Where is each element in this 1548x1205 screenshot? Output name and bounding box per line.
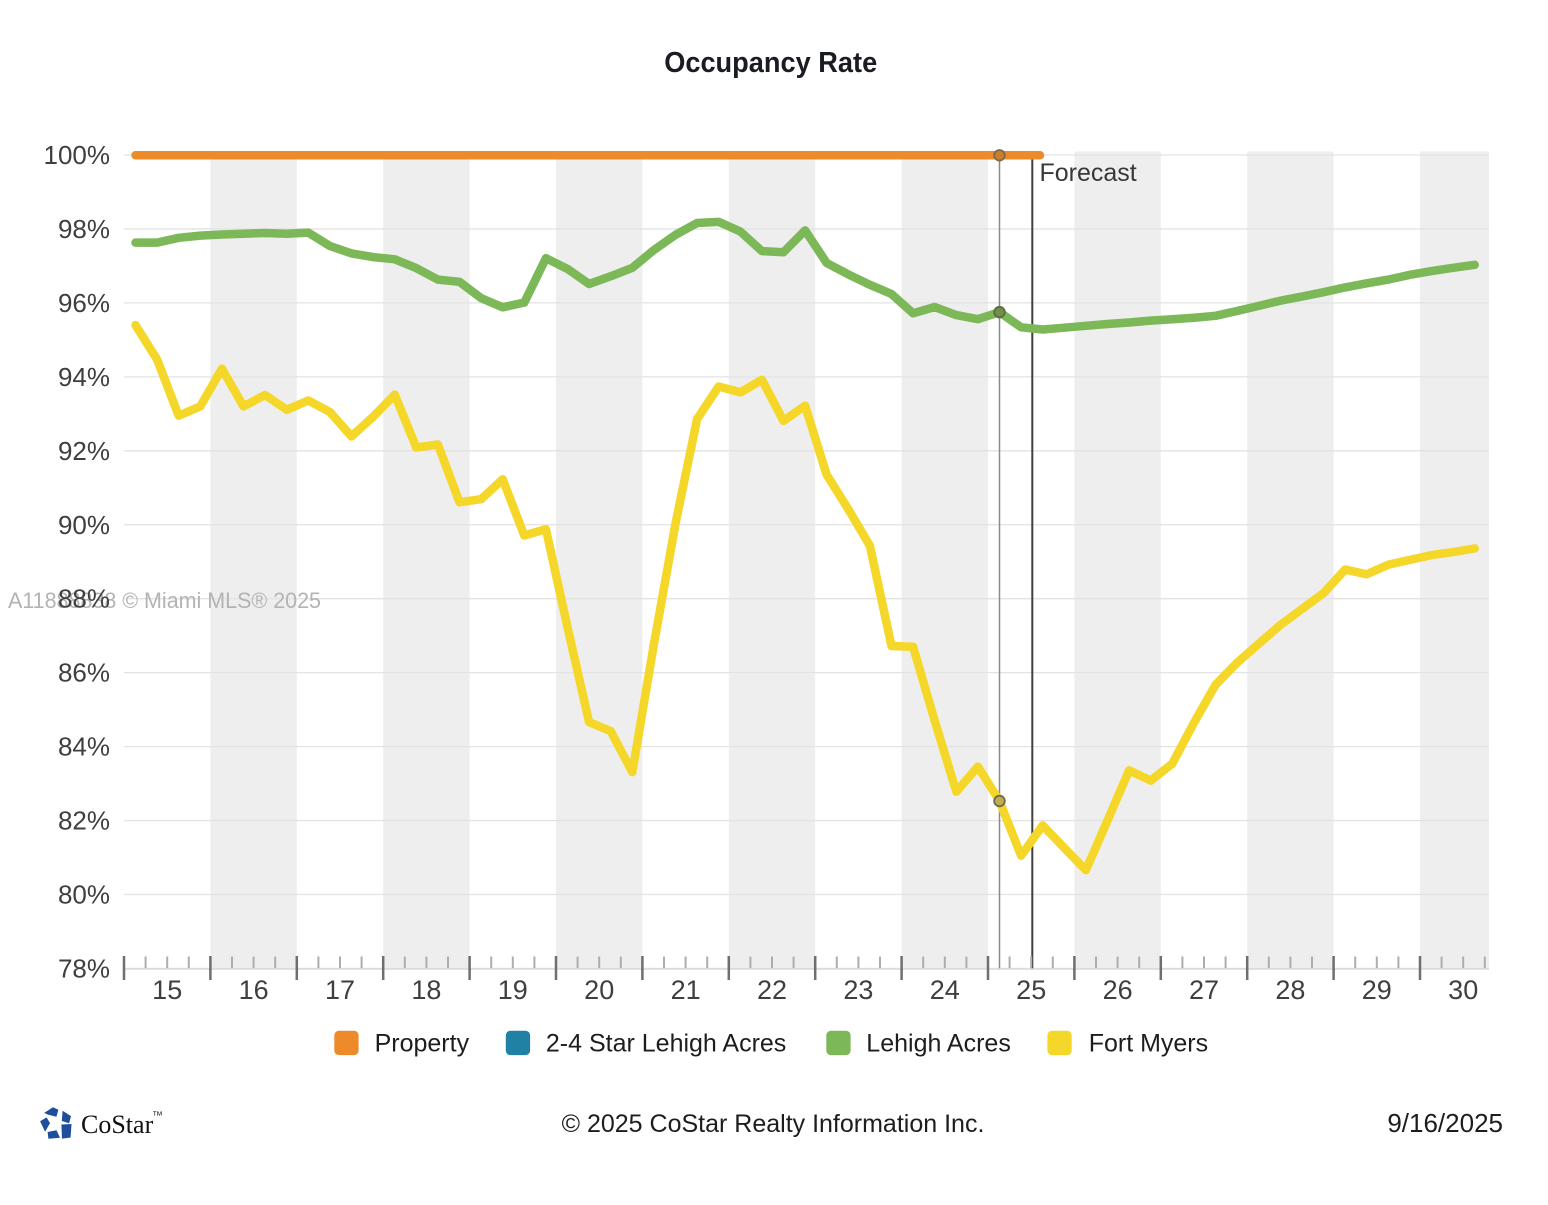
svg-text:16: 16 xyxy=(239,975,269,1005)
svg-text:25: 25 xyxy=(1016,975,1046,1005)
svg-text:28: 28 xyxy=(1275,975,1305,1005)
svg-text:Lehigh Acres: Lehigh Acres xyxy=(866,1030,1011,1058)
svg-text:90%: 90% xyxy=(58,510,110,540)
svg-text:84%: 84% xyxy=(58,732,110,762)
svg-text:18: 18 xyxy=(411,975,441,1005)
svg-text:78%: 78% xyxy=(58,954,110,984)
svg-text:29: 29 xyxy=(1362,975,1392,1005)
svg-text:23: 23 xyxy=(843,975,873,1005)
svg-text:80%: 80% xyxy=(58,880,110,910)
svg-text:100%: 100% xyxy=(44,140,111,170)
svg-text:21: 21 xyxy=(671,975,701,1005)
svg-text:88%: 88% xyxy=(58,584,110,614)
svg-text:2-4 Star Lehigh Acres: 2-4 Star Lehigh Acres xyxy=(546,1030,786,1058)
svg-text:Forecast: Forecast xyxy=(1040,159,1137,187)
svg-text:15: 15 xyxy=(152,975,182,1005)
svg-text:98%: 98% xyxy=(58,214,110,244)
svg-text:9/16/2025: 9/16/2025 xyxy=(1387,1108,1503,1138)
svg-text:Property: Property xyxy=(375,1030,470,1058)
svg-text:™: ™ xyxy=(152,1110,163,1122)
svg-text:82%: 82% xyxy=(58,806,110,836)
svg-text:94%: 94% xyxy=(58,362,110,392)
svg-text:96%: 96% xyxy=(58,288,110,318)
svg-text:Fort Myers: Fort Myers xyxy=(1089,1030,1208,1058)
svg-text:20: 20 xyxy=(584,975,614,1005)
svg-text:CoStar: CoStar xyxy=(81,1110,154,1139)
svg-text:19: 19 xyxy=(498,975,528,1005)
svg-text:86%: 86% xyxy=(58,658,110,688)
svg-text:A11888838 © Miami MLS® 2025: A11888838 © Miami MLS® 2025 xyxy=(8,588,321,613)
svg-text:27: 27 xyxy=(1189,975,1219,1005)
svg-text:Occupancy Rate: Occupancy Rate xyxy=(664,47,877,79)
svg-text:30: 30 xyxy=(1448,975,1478,1005)
svg-text:24: 24 xyxy=(930,975,960,1005)
svg-text:17: 17 xyxy=(325,975,355,1005)
svg-text:26: 26 xyxy=(1103,975,1133,1005)
svg-text:22: 22 xyxy=(757,975,787,1005)
svg-text:© 2025 CoStar Realty Informati: © 2025 CoStar Realty Information Inc. xyxy=(562,1110,985,1138)
svg-text:92%: 92% xyxy=(58,436,110,466)
